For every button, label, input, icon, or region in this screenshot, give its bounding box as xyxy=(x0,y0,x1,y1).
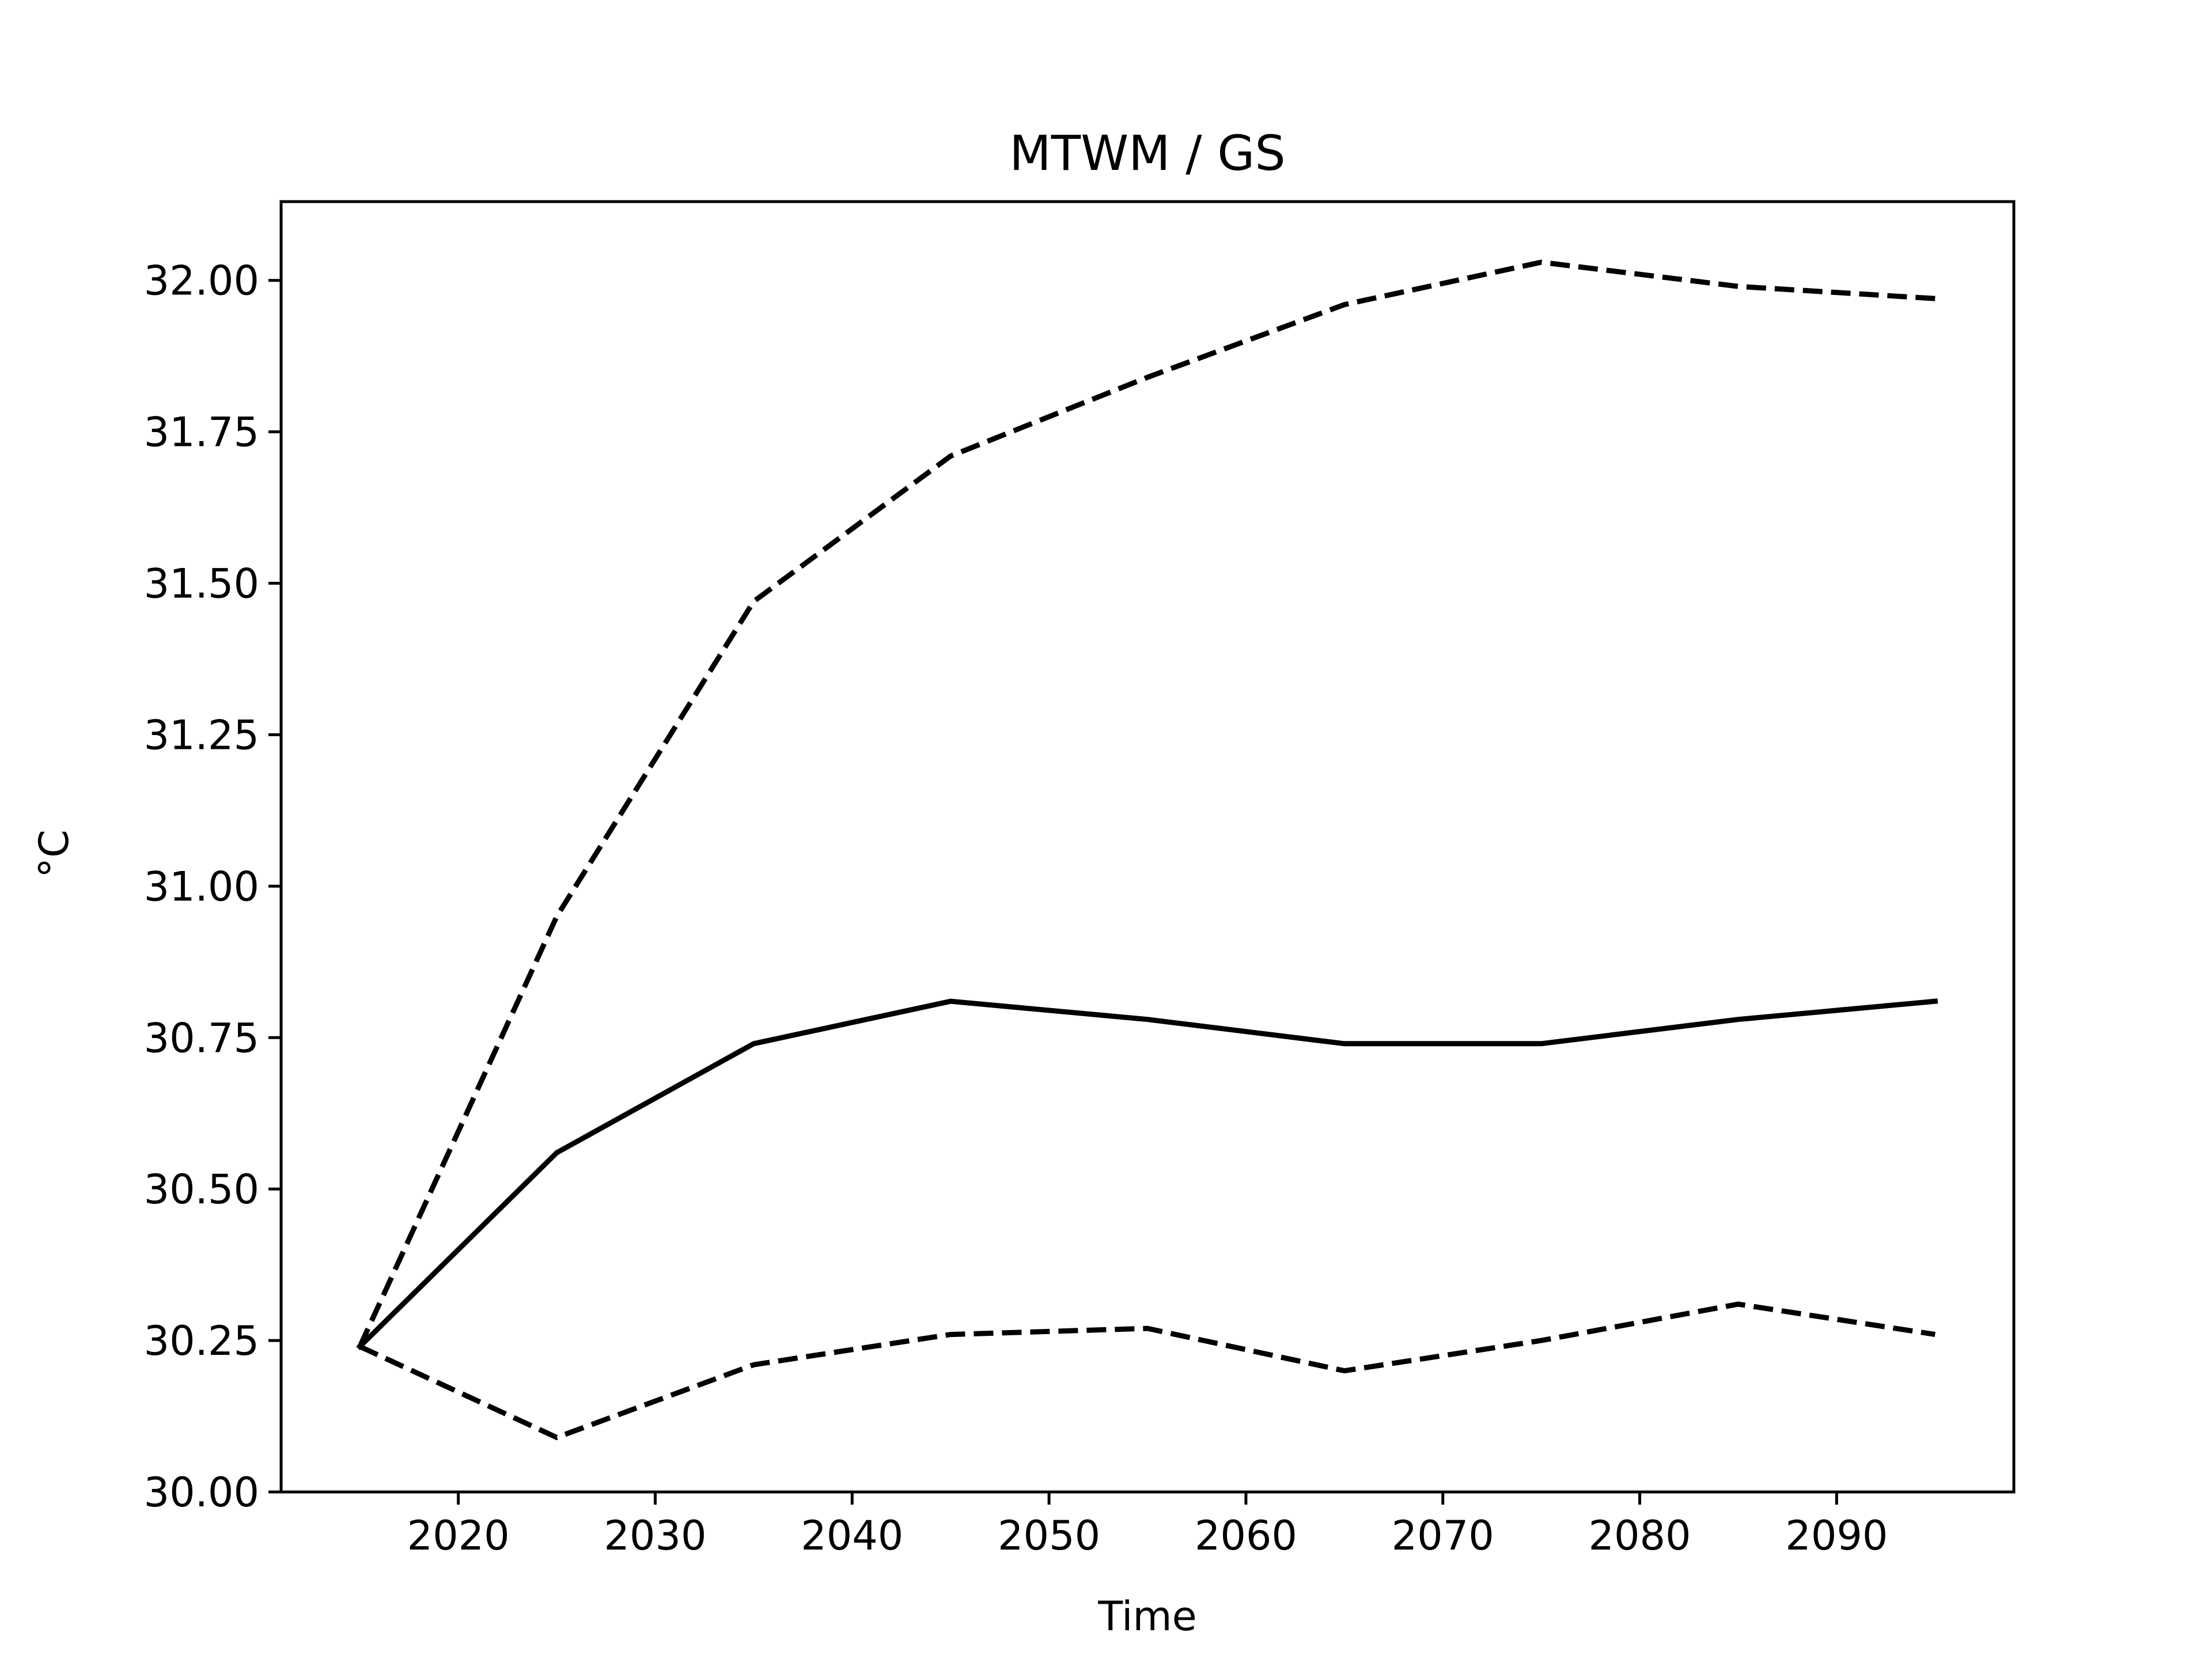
x-tick-label-2020: 2020 xyxy=(407,1512,510,1559)
y-tick-label-32.00: 32.00 xyxy=(144,257,259,305)
x-tick-label-2030: 2030 xyxy=(604,1512,706,1559)
y-tick-label-31.75: 31.75 xyxy=(144,409,259,456)
x-tick-label-2060: 2060 xyxy=(1195,1512,1297,1559)
y-tick-label-31.00: 31.00 xyxy=(144,863,259,910)
y-tick-label-31.50: 31.50 xyxy=(144,560,259,608)
y-axis-label: °C xyxy=(31,830,78,878)
x-tick-label-2070: 2070 xyxy=(1392,1512,1494,1559)
x-tick-label-2040: 2040 xyxy=(801,1512,903,1559)
series-layer xyxy=(356,259,1938,1441)
series-line-1 xyxy=(357,259,1936,1348)
y-tick-label-30.25: 30.25 xyxy=(144,1317,259,1365)
series-line-3 xyxy=(358,1301,1936,1441)
plot-frame xyxy=(279,200,2016,1494)
x-tick-label-2080: 2080 xyxy=(1588,1512,1691,1559)
y-tick-label-30.75: 30.75 xyxy=(144,1014,259,1062)
chart-title: MTWM / GS xyxy=(1009,125,1285,181)
x-tick-label-2090: 2090 xyxy=(1785,1512,1888,1559)
y-tick-label-31.25: 31.25 xyxy=(144,711,259,759)
axes-layer: 2020 2030 2040 2050 2060 2070 2080 2090 30.00 30.… xyxy=(144,200,2016,1559)
x-tick-label-2050: 2050 xyxy=(998,1512,1100,1559)
y-tick-label-30.50: 30.50 xyxy=(144,1166,259,1213)
x-axis-label: Time xyxy=(1097,1593,1196,1640)
series-line-2 xyxy=(356,998,1938,1350)
y-tick-label-30.00: 30.00 xyxy=(144,1469,259,1516)
